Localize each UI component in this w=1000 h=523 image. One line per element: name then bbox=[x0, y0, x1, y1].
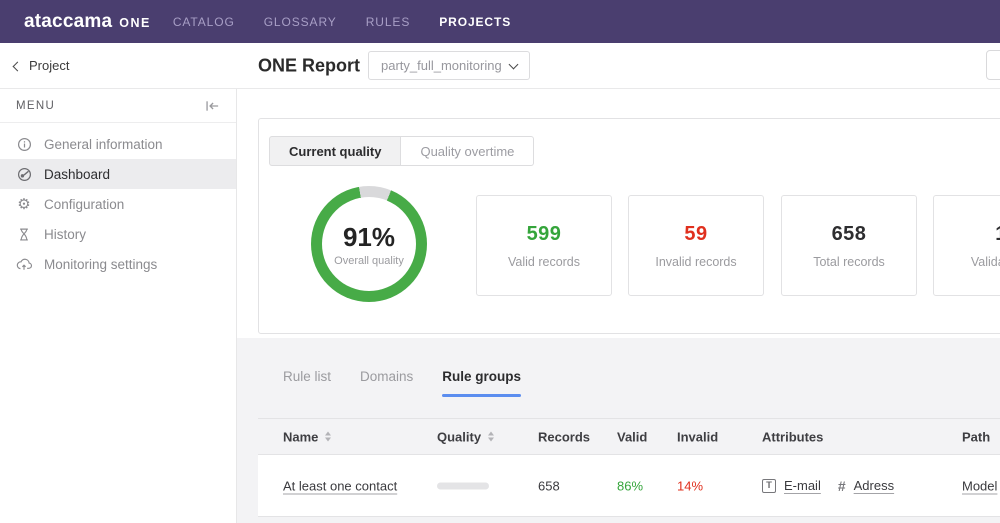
page-header: Project ONE Report party_full_monitoring bbox=[0, 43, 1000, 89]
column-header-name[interactable]: Name bbox=[283, 429, 332, 444]
path-link[interactable]: Model bbox=[962, 478, 998, 493]
sidebar-item-dashboard[interactable]: Dashboard bbox=[0, 159, 236, 189]
column-header-attributes: Attributes bbox=[762, 429, 824, 444]
stat-value: 1 bbox=[995, 223, 1000, 246]
nav-item-rules[interactable]: RULES bbox=[365, 14, 411, 29]
quality-progress-bar bbox=[437, 482, 489, 489]
stat-card-total-records: 658 Total records bbox=[781, 195, 917, 296]
sort-icon[interactable] bbox=[488, 431, 495, 442]
tab-rule-groups[interactable]: Rule groups bbox=[442, 369, 521, 397]
main-nav: CATALOG GLOSSARY RULES PROJECTS bbox=[173, 15, 511, 29]
quality-view-toggle: Current quality Quality overtime bbox=[269, 136, 535, 166]
monitoring-icon bbox=[16, 256, 32, 272]
header-action-button[interactable] bbox=[986, 50, 1000, 80]
attributes-cell: T E-mail # Adress bbox=[762, 478, 894, 494]
stat-label: Total records bbox=[813, 254, 885, 269]
menu-label: MENU bbox=[16, 99, 56, 112]
brand-suffix: ONE bbox=[119, 15, 151, 30]
sidebar-item-general-information[interactable]: General information bbox=[0, 129, 236, 159]
stat-card-validations: 1 Validations bbox=[933, 195, 1000, 296]
rules-tabs: Rule list Domains Rule groups bbox=[283, 369, 521, 397]
tab-current-quality[interactable]: Current quality bbox=[269, 136, 402, 166]
info-icon bbox=[16, 136, 32, 152]
stat-label: Valid records bbox=[507, 254, 581, 269]
collapse-sidebar-icon[interactable] bbox=[205, 100, 220, 112]
gear-icon: ⚙ bbox=[17, 195, 31, 213]
records-value: 658 bbox=[538, 478, 560, 493]
back-to-project-link[interactable]: Project bbox=[12, 43, 70, 88]
rule-groups-table: Name Quality Records Valid Invalid Attri… bbox=[258, 418, 1000, 517]
sidebar-item-label: Monitoring settings bbox=[44, 256, 158, 272]
report-selector-dropdown[interactable]: party_full_monitoring bbox=[368, 51, 530, 80]
sidebar-menu-header: MENU bbox=[0, 89, 236, 123]
nav-item-catalog[interactable]: CATALOG bbox=[172, 14, 235, 29]
attribute-email: T E-mail bbox=[762, 478, 821, 493]
stat-label: Validations bbox=[970, 254, 1000, 269]
quality-panel: Current quality Quality overtime 91% Ove… bbox=[258, 118, 1000, 334]
chevron-left-icon bbox=[12, 61, 23, 71]
column-header-records: Records bbox=[538, 429, 591, 444]
attribute-link[interactable]: E-mail bbox=[784, 478, 821, 493]
page-title: ONE Report bbox=[258, 55, 361, 75]
attribute-adress: # Adress bbox=[838, 478, 894, 494]
column-header-path: Path bbox=[962, 429, 991, 444]
nav-item-glossary[interactable]: GLOSSARY bbox=[263, 14, 337, 29]
back-label: Project bbox=[29, 58, 70, 73]
rule-group-name-link[interactable]: At least one contact bbox=[283, 478, 398, 493]
rules-section: Rule list Domains Rule groups Name Quali… bbox=[237, 338, 1000, 523]
column-header-invalid: Invalid bbox=[677, 429, 719, 444]
attribute-link[interactable]: Adress bbox=[853, 478, 895, 493]
history-icon bbox=[16, 226, 32, 242]
stat-card-valid-records: 599 Valid records bbox=[476, 195, 612, 296]
stat-value: 658 bbox=[831, 222, 867, 245]
column-header-valid: Valid bbox=[617, 429, 648, 444]
overall-quality-value: 91% bbox=[342, 221, 396, 252]
stat-label: Invalid records bbox=[655, 254, 737, 269]
sidebar-item-monitoring-settings[interactable]: Monitoring settings bbox=[0, 249, 236, 279]
nav-item-projects[interactable]: PROJECTS bbox=[439, 14, 512, 29]
tab-domains[interactable]: Domains bbox=[360, 369, 414, 384]
overall-quality-label: Overall quality bbox=[334, 254, 404, 267]
sidebar-item-label: General information bbox=[44, 136, 163, 152]
text-type-icon: T bbox=[762, 478, 776, 493]
chevron-down-icon bbox=[508, 59, 519, 69]
top-navigation-bar: ataccama ONE CATALOG GLOSSARY RULES PROJ… bbox=[0, 0, 1000, 43]
sidebar-item-label: Dashboard bbox=[44, 166, 111, 182]
ataccama-logo[interactable]: ataccama ONE bbox=[24, 11, 151, 33]
stat-value: 599 bbox=[526, 222, 562, 245]
tab-rule-list[interactable]: Rule list bbox=[283, 369, 332, 384]
sidebar-item-configuration[interactable]: ⚙ Configuration bbox=[0, 189, 236, 219]
tab-quality-overtime[interactable]: Quality overtime bbox=[401, 136, 535, 166]
report-selector-value: party_full_monitoring bbox=[381, 58, 502, 73]
stat-card-invalid-records: 59 Invalid records bbox=[628, 195, 764, 296]
sidebar-item-label: History bbox=[44, 226, 87, 242]
sidebar-item-label: Configuration bbox=[44, 196, 125, 212]
table-row: At least one contact 658 86% 14% T E-mai… bbox=[258, 455, 1000, 517]
stat-value: 59 bbox=[684, 222, 708, 245]
sidebar: MENU General information Dashboard ⚙ Con… bbox=[0, 89, 237, 523]
sidebar-items: General information Dashboard ⚙ Configur… bbox=[0, 123, 236, 279]
sort-icon[interactable] bbox=[325, 431, 332, 442]
donut-center: 91% Overall quality bbox=[322, 197, 416, 291]
table-header: Name Quality Records Valid Invalid Attri… bbox=[258, 418, 1000, 455]
invalid-percent: 14% bbox=[677, 478, 704, 493]
number-type-icon: # bbox=[837, 477, 846, 494]
dashboard-icon bbox=[16, 166, 32, 182]
overall-quality-donut-chart: 91% Overall quality bbox=[311, 186, 427, 302]
column-header-quality[interactable]: Quality bbox=[437, 429, 495, 444]
valid-percent: 86% bbox=[617, 478, 644, 493]
sidebar-item-history[interactable]: History bbox=[0, 219, 236, 249]
brand-name: ataccama bbox=[24, 10, 113, 32]
